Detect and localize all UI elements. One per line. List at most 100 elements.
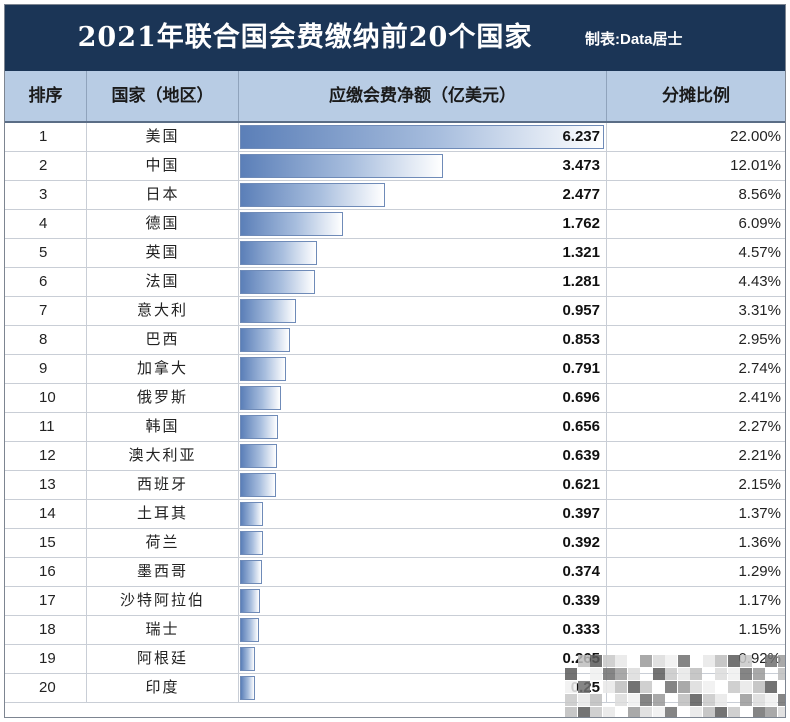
- share-cell: 3.31%: [738, 302, 781, 319]
- country-cell: 巴西: [87, 326, 239, 354]
- amount-bar: [240, 444, 277, 468]
- country-cell: 中国: [87, 152, 239, 180]
- amount-value: 0.397: [562, 505, 600, 522]
- share-cell: 1.36%: [738, 534, 781, 551]
- table-row: 18 瑞士 0.333 1.15%: [5, 616, 785, 645]
- table-row: 14 土耳其 0.397 1.37%: [5, 500, 785, 529]
- rank-cell: 18: [5, 616, 87, 644]
- amount-bar: [240, 502, 263, 526]
- share-cell: 4.43%: [738, 273, 781, 290]
- table-row: 12 澳大利亚 0.639 2.21%: [5, 442, 785, 471]
- amount-cell: 1.281: [239, 268, 607, 296]
- rank-cell: 12: [5, 442, 87, 470]
- share-cell: 12.01%: [730, 157, 781, 174]
- amount-cell: 0.656: [239, 413, 607, 441]
- amount-bar: [240, 647, 255, 671]
- amount-value: 1.762: [562, 215, 600, 232]
- title-bar: 2021年联合国会费缴纳前20个国家 制表:Data居士: [5, 5, 785, 71]
- amount-bar: [240, 386, 281, 410]
- rank-cell: 10: [5, 384, 87, 412]
- share-cell: 22.00%: [730, 128, 781, 145]
- amount-cell: 0.621: [239, 471, 607, 499]
- amount-bar: [240, 299, 296, 323]
- amount-cell: 0.957: [239, 297, 607, 325]
- table-row: 17 沙特阿拉伯 0.339 1.17%: [5, 587, 785, 616]
- country-cell: 韩国: [87, 413, 239, 441]
- rank-cell: 3: [5, 181, 87, 209]
- country-cell: 墨西哥: [87, 558, 239, 586]
- rank-cell: 5: [5, 239, 87, 267]
- amount-cell: 0.374: [239, 558, 607, 586]
- share-cell: 1.37%: [738, 505, 781, 522]
- header-amount: 应缴会费净额（亿美元）: [239, 71, 607, 121]
- maker-credit: 制表:Data居士: [585, 31, 683, 48]
- amount-cell: 0.333: [239, 616, 607, 644]
- watermark-blur: [565, 655, 785, 717]
- amount-value: 0.621: [562, 476, 600, 493]
- table-row: 3 日本 2.477 8.56%: [5, 181, 785, 210]
- table-row: 2 中国 3.473 12.01%: [5, 152, 785, 181]
- amount-bar: [240, 589, 260, 613]
- table-row: 11 韩国 0.656 2.27%: [5, 413, 785, 442]
- country-cell: 俄罗斯: [87, 384, 239, 412]
- rank-cell: 19: [5, 645, 87, 673]
- page-title: 2021年联合国会费缴纳前20个国家: [77, 22, 533, 53]
- amount-cell: 0.639: [239, 442, 607, 470]
- rank-cell: 16: [5, 558, 87, 586]
- amount-value: 0.957: [562, 302, 600, 319]
- amount-value: 0.639: [562, 447, 600, 464]
- rank-cell: 2: [5, 152, 87, 180]
- amount-cell: 1.762: [239, 210, 607, 238]
- table-row: 13 西班牙 0.621 2.15%: [5, 471, 785, 500]
- amount-cell: 0.25: [239, 674, 607, 702]
- amount-value: 2.477: [562, 186, 600, 203]
- amount-value: 0.333: [562, 621, 600, 638]
- amount-bar: [240, 415, 278, 439]
- table-frame: 2021年联合国会费缴纳前20个国家 制表:Data居士 排序 国家（地区） 应…: [4, 4, 786, 718]
- share-cell: 6.09%: [738, 215, 781, 232]
- amount-cell: 2.477: [239, 181, 607, 209]
- share-cell: 2.41%: [738, 389, 781, 406]
- rank-cell: 17: [5, 587, 87, 615]
- country-cell: 意大利: [87, 297, 239, 325]
- amount-bar: [240, 473, 276, 497]
- rank-cell: 15: [5, 529, 87, 557]
- table-row: 15 荷兰 0.392 1.36%: [5, 529, 785, 558]
- rank-cell: 11: [5, 413, 87, 441]
- amount-cell: 6.237: [239, 123, 607, 151]
- table-row: 5 英国 1.321 4.57%: [5, 239, 785, 268]
- share-cell: 2.74%: [738, 360, 781, 377]
- share-cell: 4.57%: [738, 244, 781, 261]
- country-cell: 英国: [87, 239, 239, 267]
- amount-value: 0.791: [562, 360, 600, 377]
- rank-cell: 20: [5, 674, 87, 702]
- rank-cell: 8: [5, 326, 87, 354]
- amount-cell: 1.321: [239, 239, 607, 267]
- table-row: 8 巴西 0.853 2.95%: [5, 326, 785, 355]
- amount-bar: [240, 676, 255, 700]
- table-row: 16 墨西哥 0.374 1.29%: [5, 558, 785, 587]
- country-cell: 澳大利亚: [87, 442, 239, 470]
- amount-bar: [240, 531, 263, 555]
- header-country: 国家（地区）: [87, 71, 239, 121]
- share-cell: 2.95%: [738, 331, 781, 348]
- country-cell: 荷兰: [87, 529, 239, 557]
- rank-cell: 13: [5, 471, 87, 499]
- share-cell: 1.15%: [738, 621, 781, 638]
- amount-bar: [240, 560, 262, 584]
- amount-bar: [240, 241, 317, 265]
- amount-cell: 0.265: [239, 645, 607, 673]
- amount-cell: 3.473: [239, 152, 607, 180]
- share-cell: 2.21%: [738, 447, 781, 464]
- country-cell: 加拿大: [87, 355, 239, 383]
- share-cell: 1.29%: [738, 563, 781, 580]
- amount-value: 1.281: [562, 273, 600, 290]
- amount-cell: 0.853: [239, 326, 607, 354]
- amount-bar: [240, 357, 286, 381]
- amount-cell: 0.392: [239, 529, 607, 557]
- amount-cell: 0.791: [239, 355, 607, 383]
- amount-bar: [240, 270, 315, 294]
- rank-cell: 1: [5, 123, 87, 151]
- country-cell: 瑞士: [87, 616, 239, 644]
- amount-value: 0.374: [562, 563, 600, 580]
